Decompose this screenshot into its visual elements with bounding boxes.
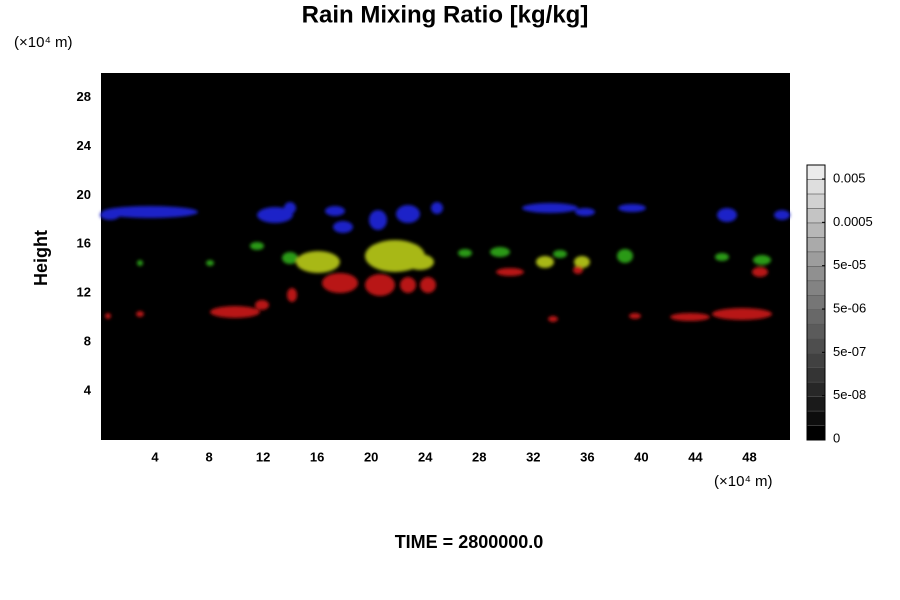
plot-area: [101, 73, 790, 440]
colorbar-band: [806, 179, 826, 195]
x-tick-label: 24: [418, 449, 433, 464]
echo-field: [100, 202, 790, 322]
colorbar-tick-label: 5e-06: [833, 300, 866, 315]
y-tick-label: 20: [77, 187, 91, 202]
colorbar-band: [806, 164, 826, 180]
colorbar-band: [806, 295, 826, 310]
colorbar-band: [806, 193, 826, 209]
y-tick-label: 24: [77, 138, 92, 153]
colorbar-band: [806, 323, 826, 339]
colorbar-band: [806, 410, 826, 426]
colorbar-tick-label: 0.0005: [833, 214, 873, 229]
x-tick-label: 8: [205, 449, 212, 464]
colorbar-band: [806, 222, 826, 238]
colorbar-tick-label: 0: [833, 430, 840, 445]
x-tick-label: 44: [688, 449, 703, 464]
colorbar-band: [806, 251, 826, 267]
x-tick-label: 36: [580, 449, 594, 464]
colorbar-band: [806, 208, 826, 224]
x-tick-label: 20: [364, 449, 378, 464]
colorbar-band: [806, 309, 826, 325]
colorbar-tick-label: 0.005: [833, 170, 866, 185]
x-tick-label: 12: [256, 449, 270, 464]
blue-echo: [100, 202, 790, 233]
colorbar-tick-label: 5e-05: [833, 257, 866, 272]
colorbar-tick-label: 5e-08: [833, 387, 866, 402]
x-tick-label: 32: [526, 449, 540, 464]
colorbar-band: [806, 367, 826, 383]
time-annotation: TIME = 2800000.0: [395, 532, 544, 552]
yellow-echo: [296, 240, 590, 273]
x-tick-label: 4: [151, 449, 159, 464]
red-echo: [105, 266, 772, 322]
x-tick-label: 28: [472, 449, 486, 464]
y-tick-label: 8: [84, 334, 91, 349]
colorbar-band: [806, 352, 826, 368]
y-axis-label: Height: [31, 230, 51, 286]
x-tick-label: 40: [634, 449, 648, 464]
colorbar-tick-label: 5e-07: [833, 344, 866, 359]
x-tick-label: 16: [310, 449, 324, 464]
y-tick-label: 12: [77, 285, 91, 300]
colorbar-band: [806, 280, 826, 296]
y-tick-label: 16: [77, 236, 91, 251]
x-tick-label: 48: [742, 449, 756, 464]
y-unit: (×10⁴ m): [14, 34, 73, 51]
colorbar-band: [806, 338, 826, 354]
colorbar-frame: [806, 164, 826, 441]
colorbar-band: [806, 381, 826, 397]
colorbar-band: [806, 425, 826, 441]
y-tick-label: 4: [84, 383, 92, 398]
x-unit: (×10⁴ m): [714, 473, 773, 490]
colorbar-band: [806, 237, 826, 253]
colorbar-band: [806, 266, 826, 282]
y-tick-label: 28: [77, 89, 91, 104]
colorbar-band: [806, 396, 826, 412]
green-echo: [137, 242, 771, 266]
chart-title: Rain Mixing Ratio [kg/kg]: [302, 1, 589, 28]
